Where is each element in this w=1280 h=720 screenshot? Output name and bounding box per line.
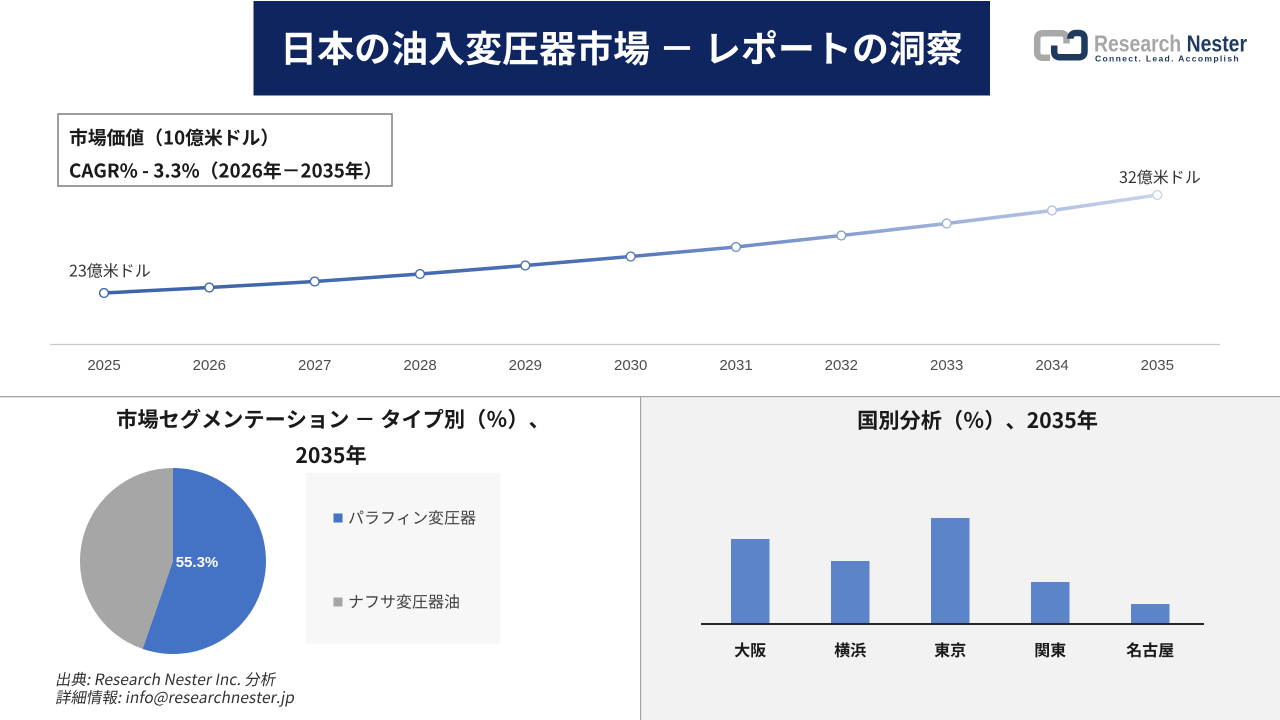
svg-text:2028: 2028 [403, 357, 436, 374]
svg-text:2027: 2027 [298, 357, 331, 374]
svg-text:2025: 2025 [87, 357, 120, 374]
svg-text:2034: 2034 [1035, 357, 1068, 374]
svg-text:2035: 2035 [1141, 357, 1174, 374]
svg-text:2026: 2026 [193, 357, 226, 374]
svg-text:2031: 2031 [719, 357, 752, 374]
svg-text:2032: 2032 [825, 357, 858, 374]
svg-text:Research Nester: Research Nester [1094, 31, 1247, 57]
svg-text:2030: 2030 [614, 357, 647, 374]
svg-text:55.3%: 55.3% [176, 554, 219, 571]
svg-text:2033: 2033 [930, 357, 963, 374]
svg-text:Connect. Lead. Accomplish: Connect. Lead. Accomplish [1095, 54, 1240, 64]
svg-text:2029: 2029 [509, 357, 542, 374]
